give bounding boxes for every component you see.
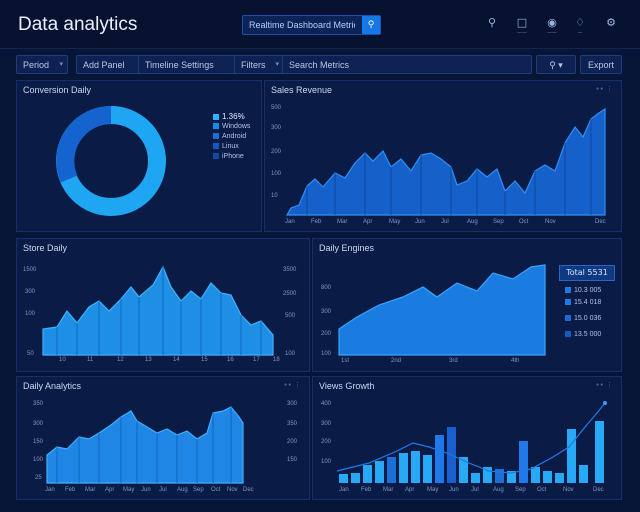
bar [555,473,564,483]
analytics-area-chart [46,406,244,484]
bar [459,457,468,483]
panel-title: Daily Engines [319,243,375,253]
panel-title: Sales Revenue [271,85,333,95]
settings-icon[interactable]: ⚙ [606,16,616,29]
period-dropdown[interactable]: Period ▾ [16,55,68,74]
donut-chart [56,106,166,216]
legend-item: Android [213,133,246,140]
toolbar: Period▾ Add Panel Timeline Settings▾ Fil… [16,55,622,75]
bar [567,429,576,483]
analytics-area [46,406,244,484]
panel-menu-icon[interactable]: •• ⋮ [595,85,613,93]
legend-item: 13.5 000 [565,331,601,338]
search-icon[interactable]: ⚲ [487,16,497,29]
store-area [42,265,274,356]
bell-icon[interactable]: ♢ — [575,16,585,36]
filters-dropdown[interactable]: Filters ▾ [234,55,284,74]
bar [519,441,528,483]
panel-menu-icon[interactable]: •• ⋮ [283,381,301,389]
bar [531,467,540,483]
bar [363,465,372,483]
bar [423,455,432,483]
daily-engines-panel: Daily Engines 800 300 200 100 1st 2nd 3r… [312,238,622,372]
legend-item: 10.3 005 [565,287,601,294]
legend-item: 15.0 036 [565,315,601,322]
bar [471,473,480,483]
panel-title: Daily Analytics [23,381,82,391]
bar [507,471,516,483]
legend-item: Windows [213,123,250,130]
top-search-input[interactable] [243,16,361,34]
search-icon[interactable]: ⚲ ▾ [536,55,576,74]
views-growth-panel: Views Growth •• ⋮ 400 300 200 100 [312,376,622,500]
chevron-down-icon: ▾ [275,61,279,68]
bar [399,453,408,483]
bar [483,467,492,483]
bar [339,474,348,483]
store-daily-panel: Store Daily 1500 300 100 50 3500 2500 50… [16,238,310,372]
sales-area-chart [285,107,606,216]
bar [435,435,444,483]
views-bar-chart [336,401,607,483]
legend-item: 15.4 018 [565,299,601,306]
bar [387,457,396,483]
legend-total: Total 5531 [559,265,615,281]
bar [543,471,552,483]
search-icon[interactable]: ⚲ [362,16,380,34]
legend-item: Linux [213,143,239,150]
legend-item: 1.36% [213,112,245,121]
bar [495,469,504,483]
top-bar: Data analytics ⚲ ⚲ □—— ◉—— ♢— ⚙ [0,0,640,49]
trend-line [336,402,606,474]
panel-title: Views Growth [319,381,375,391]
add-panel-button[interactable]: Add Panel [76,55,146,74]
conversion-panel: Conversion Daily 1.36% Windows Android L… [16,80,262,232]
panel-title: Conversion Daily [23,85,92,95]
bar [411,451,420,483]
engines-area [338,264,546,356]
donut-segment [56,106,112,183]
export-button[interactable]: Export [580,55,622,74]
sales-area [285,107,606,216]
engines-area-chart [338,264,546,356]
bar [579,465,588,483]
daily-analytics-panel: Daily Analytics •• ⋮ 350 300 150 100 25 … [16,376,310,500]
sales-panel: Sales Revenue •• ⋮ 500 300 200 100 10 Ja… [264,80,622,232]
panel-title: Store Daily [23,243,68,253]
panel-menu-icon[interactable]: •• ⋮ [595,381,613,389]
trend-point [603,401,607,405]
top-search[interactable]: ⚲ [242,15,381,35]
bar [375,461,384,483]
timeline-settings-dropdown[interactable]: Timeline Settings▾ [138,55,248,74]
legend-item: iPhone [213,153,244,160]
chevron-down-icon: ▾ [59,61,63,68]
bar [595,421,604,483]
store-area-chart [42,265,274,356]
bar [351,473,360,483]
document-icon[interactable]: □ —— [516,16,528,36]
search-metrics-field[interactable]: Search Metrics [282,55,532,74]
globe-icon[interactable]: ◉ —— [547,16,557,36]
app-title: Data analytics [18,14,138,35]
